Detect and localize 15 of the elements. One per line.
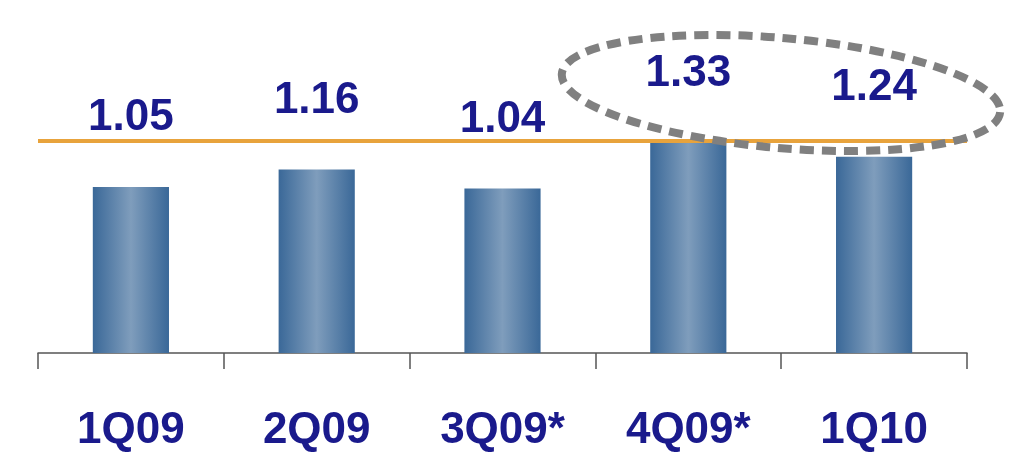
data-label: 1.04	[459, 91, 546, 141]
bar	[464, 188, 541, 353]
data-label: 1.24	[831, 60, 918, 110]
bar	[92, 186, 169, 353]
bar	[650, 142, 727, 353]
x-tick-label: 3Q09*	[440, 402, 566, 452]
data-label: 1.16	[273, 72, 360, 122]
x-tick-label: 1Q10	[820, 402, 928, 452]
x-tick-label: 1Q09	[77, 402, 185, 452]
data-label: 1.05	[88, 90, 174, 140]
bar	[278, 169, 355, 353]
x-tick-label: 2Q09	[262, 402, 371, 452]
x-tick-label: 4Q09*	[625, 402, 752, 452]
data-label: 1.33	[645, 46, 732, 96]
bar	[836, 156, 913, 353]
